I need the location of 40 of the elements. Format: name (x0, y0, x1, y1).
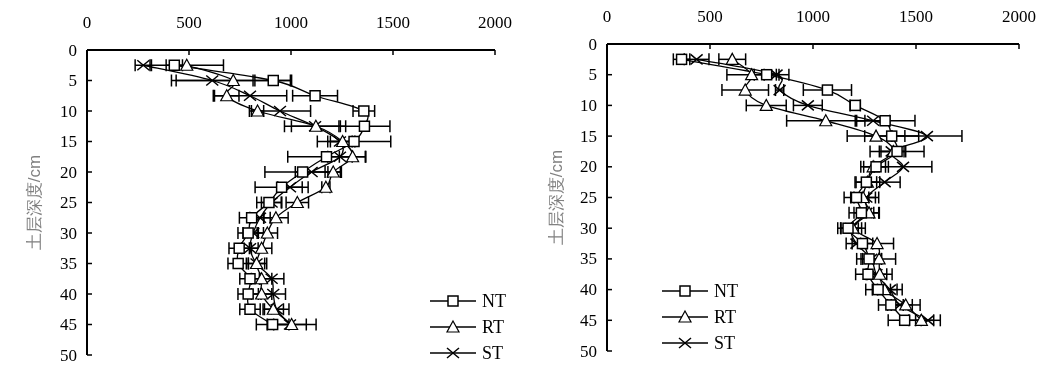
y-tick-label: 40 (60, 284, 77, 304)
y-tick-label: 50 (580, 341, 597, 361)
y-tick-label: 45 (580, 310, 597, 330)
y-tick-label: 25 (580, 188, 597, 207)
legend-label: ST (482, 343, 504, 363)
y-tick-label: 30 (60, 223, 77, 243)
y-tick-label: 25 (60, 193, 77, 212)
y-tick-label: 15 (60, 132, 77, 151)
y-axis-title: 土层深度/cm (24, 154, 44, 251)
y-tick-label: 0 (588, 34, 597, 54)
y-tick-label: 30 (580, 218, 597, 238)
legend-label: RT (482, 317, 504, 337)
x-tick-label: 2000 (1002, 6, 1036, 26)
y-tick-label: 50 (60, 345, 77, 365)
y-tick-label: 45 (60, 315, 77, 334)
legend-label: ST (714, 333, 736, 353)
x-tick-label: 0 (602, 6, 612, 26)
x-tick-label: 1500 (899, 6, 933, 26)
y-tick-label: 40 (580, 280, 597, 300)
x-tick-label: 1000 (274, 12, 308, 32)
x-tick-label: 0 (82, 12, 92, 32)
y-tick-label: 5 (588, 65, 597, 85)
y-tick-label: 0 (68, 40, 77, 60)
y-tick-label: 20 (580, 157, 597, 177)
legend-label: NT (482, 291, 506, 311)
x-tick-label: 1000 (796, 6, 830, 26)
y-tick-label: 35 (580, 249, 597, 269)
y-tick-label: 10 (60, 101, 77, 121)
y-tick-label: 15 (580, 126, 597, 146)
y-tick-label: 10 (580, 95, 597, 115)
y-axis-title: 土层深度/cm (546, 149, 566, 246)
x-tick-label: 500 (176, 12, 202, 32)
legend-label: RT (714, 307, 736, 327)
x-tick-label: 500 (697, 6, 723, 26)
y-tick-label: 35 (60, 254, 77, 273)
legend-label: NT (714, 281, 738, 301)
x-tick-label: 1500 (376, 12, 410, 32)
x-tick-label: 2000 (478, 12, 512, 32)
y-tick-label: 5 (68, 71, 77, 90)
y-tick-label: 20 (60, 162, 77, 182)
